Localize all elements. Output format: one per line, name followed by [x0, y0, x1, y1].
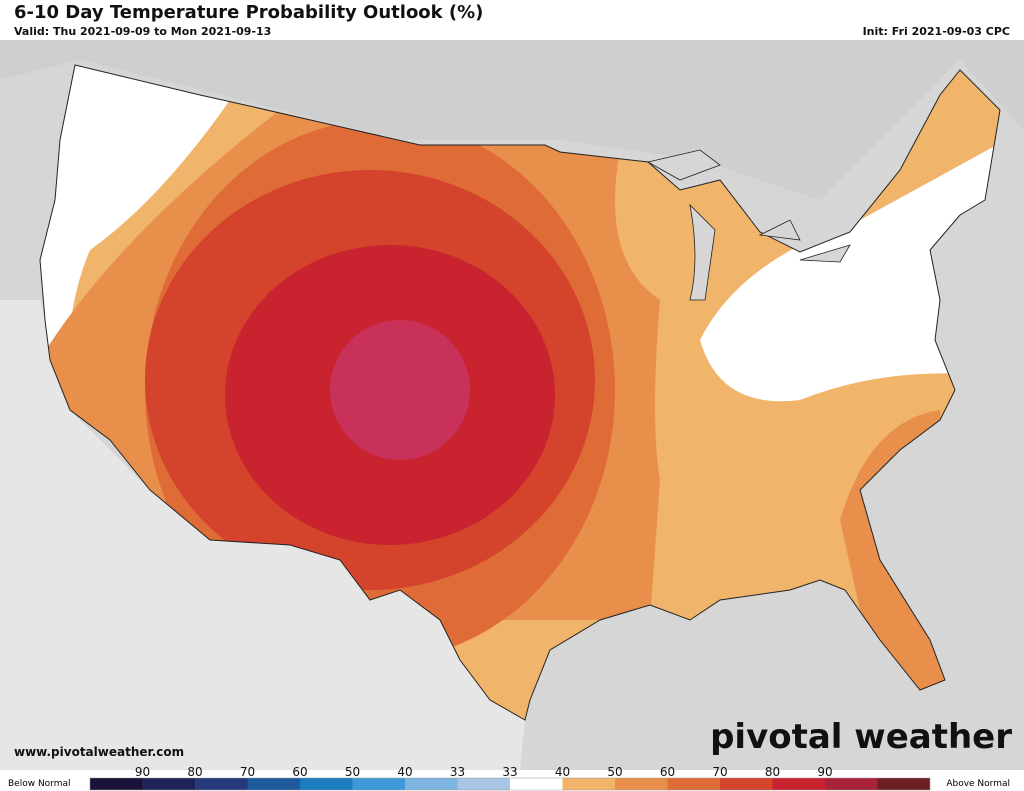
legend-label: 80 — [187, 765, 202, 779]
legend-label: 50 — [345, 765, 360, 779]
legend-swatch — [352, 778, 405, 790]
legend-swatch — [142, 778, 195, 790]
brand: pivotal weather — [710, 717, 1012, 757]
legend-label: 33 — [502, 765, 517, 779]
valid-time: Valid: Thu 2021-09-09 to Mon 2021-09-13 — [14, 25, 271, 38]
legend-swatch — [195, 778, 248, 790]
website: www.pivotalweather.com — [14, 745, 184, 759]
legend-frame — [89, 777, 931, 791]
canada — [0, 40, 1024, 200]
legend-swatch — [457, 778, 510, 790]
legend-label: 90 — [817, 765, 832, 779]
init-time: Init: Fri 2021-09-03 CPC — [863, 25, 1010, 38]
legend-above: Above Normal — [946, 779, 1010, 789]
legend-label: 70 — [712, 765, 727, 779]
legend-swatch — [562, 778, 615, 790]
legend-swatch — [510, 778, 563, 790]
legend-swatch — [772, 778, 825, 790]
legend-label: 40 — [555, 765, 570, 779]
legend-swatch — [300, 778, 353, 790]
legend-swatch — [90, 778, 143, 790]
legend-swatch — [247, 778, 300, 790]
legend-label: 40 — [397, 765, 412, 779]
legend: 90 80 70 60 50 40 33 33 40 50 60 70 80 90 — [89, 765, 931, 791]
legend-below: Below Normal — [8, 779, 71, 789]
legend-label: 80 — [765, 765, 780, 779]
mexico — [0, 300, 525, 770]
legend-swatch — [877, 778, 930, 790]
legend-label: 50 — [607, 765, 622, 779]
legend-label: 60 — [292, 765, 307, 779]
legend-swatch — [405, 778, 458, 790]
contour-80 — [330, 320, 470, 460]
legend-label: 60 — [660, 765, 675, 779]
great-lakes — [646, 149, 851, 301]
legend-label: 33 — [450, 765, 465, 779]
legend-label: 70 — [240, 765, 255, 779]
title: 6-10 Day Temperature Probability Outlook… — [14, 2, 483, 23]
legend-swatch — [825, 778, 878, 790]
legend-swatch — [615, 778, 668, 790]
legend-label: 90 — [135, 765, 150, 779]
legend-swatch — [667, 778, 720, 790]
legend-swatch — [720, 778, 773, 790]
